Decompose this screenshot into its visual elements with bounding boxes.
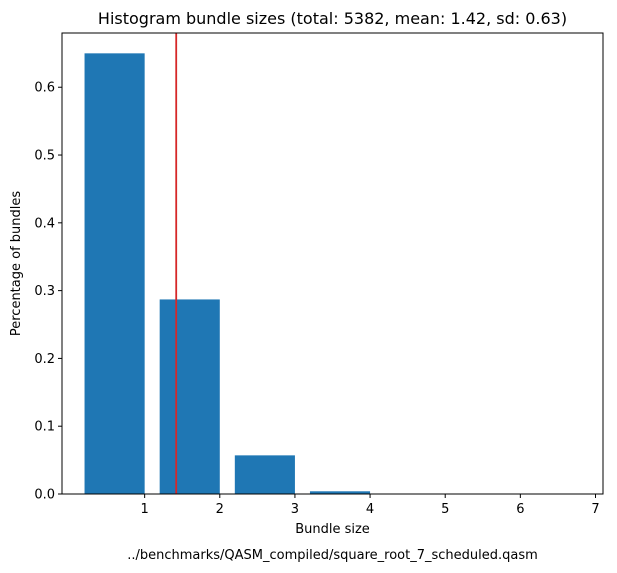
histogram-bar-1 (84, 53, 145, 495)
file-caption: ../benchmarks/QASM_compiled/square_root_… (127, 548, 538, 563)
plot-frame (61, 32, 604, 495)
histogram-bar-4 (309, 491, 371, 494)
y-tick-label: 0.2 (34, 352, 55, 367)
x-tick-label: 4 (366, 502, 374, 517)
histogram-bar-3 (234, 455, 295, 494)
x-tick-label: 3 (291, 502, 299, 517)
x-tick-label: 1 (141, 502, 149, 517)
y-tick-label: 0.1 (34, 420, 55, 435)
y-tick-label: 0.3 (34, 284, 55, 299)
y-tick-label: 0.6 (34, 81, 55, 96)
x-tick-label: 2 (216, 502, 224, 517)
chart-title: Histogram bundle sizes (total: 5382, mea… (98, 9, 567, 28)
histogram-bar-2 (159, 299, 220, 494)
x-tick-label: 7 (591, 502, 599, 517)
x-tick-label: 5 (441, 502, 449, 517)
y-tick-label: 0.0 (34, 488, 55, 503)
y-tick-label: 0.4 (34, 216, 55, 231)
plot-area (61, 32, 604, 495)
y-tick-label: 0.5 (34, 149, 55, 164)
x-tick-label: 6 (516, 502, 524, 517)
y-axis-label: Percentage of bundles (9, 191, 24, 337)
x-axis-label: Bundle size (295, 522, 370, 537)
